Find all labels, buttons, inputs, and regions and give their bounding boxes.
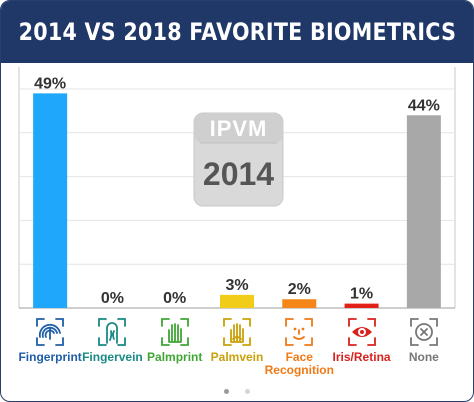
category-label: Face Recognition — [264, 350, 334, 377]
category-label: Iris/Retina — [332, 350, 391, 364]
none-icon — [409, 317, 439, 347]
fingerprint-icon — [35, 317, 65, 347]
category-label: Palmvein — [210, 350, 264, 364]
iris-icon — [347, 317, 377, 347]
data-label: 0% — [163, 290, 186, 307]
ipvm-2014-badge: IPVM 2014 — [193, 112, 284, 207]
face-recognition-icon — [284, 317, 314, 347]
category-label: Fingervein — [82, 350, 143, 364]
palmprint-icon — [160, 317, 190, 347]
data-label: 44% — [408, 97, 440, 114]
data-label: 3% — [225, 277, 248, 294]
bar-iris-retina — [344, 303, 379, 308]
category-label: Palmprint — [147, 350, 203, 364]
badge-top — [194, 113, 283, 143]
page-dot-1[interactable] — [223, 389, 229, 394]
bar-fingerprint — [33, 93, 68, 308]
page-dot-2[interactable] — [245, 389, 251, 394]
palmvein-icon — [222, 317, 252, 347]
data-label: 2% — [288, 281, 311, 298]
category-label: Fingerprint — [18, 350, 82, 364]
header-bar: 2014 VS 2018 FAVORITE BIOMETRICS — [1, 1, 473, 63]
data-label: 1% — [350, 286, 373, 303]
badge-brand: IPVM — [210, 116, 268, 141]
bar-none — [406, 115, 441, 308]
bar-face-recognition — [282, 299, 317, 308]
badge-year: 2014 — [203, 156, 274, 192]
bar-chart: IPVM 2014 49% 0% 0% 3% 2% 1% 44% — [18, 67, 456, 309]
data-label: 49% — [34, 75, 66, 92]
data-label: 0% — [101, 290, 124, 307]
fingervein-icon — [97, 317, 127, 347]
bar-palmvein — [220, 294, 254, 308]
pagination-dots — [1, 381, 473, 399]
chart-title: 2014 VS 2018 FAVORITE BIOMETRICS — [18, 18, 456, 46]
category-label: None — [408, 350, 439, 364]
